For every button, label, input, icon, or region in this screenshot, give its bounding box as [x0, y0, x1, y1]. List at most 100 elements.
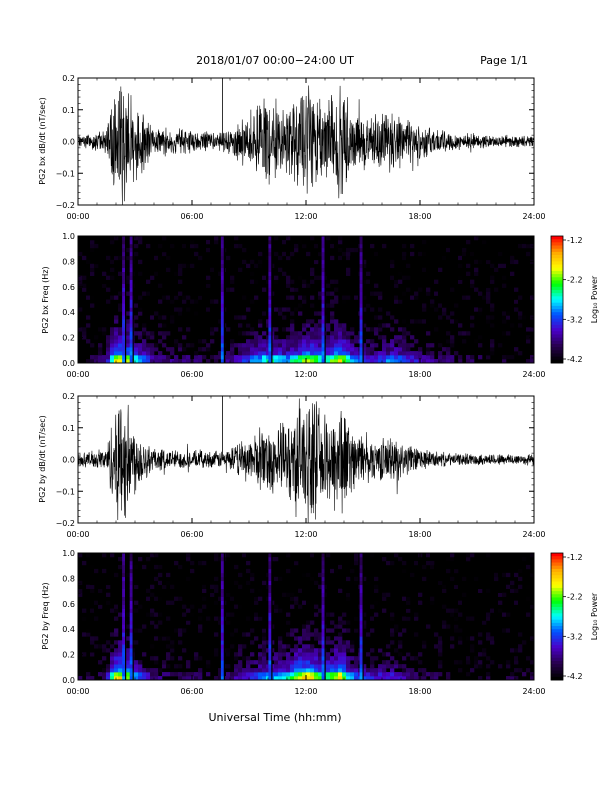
impulse-column	[321, 279, 325, 284]
spectrogram-cell	[486, 553, 491, 558]
spectrogram-cell	[394, 553, 399, 558]
spectrogram-cell	[90, 355, 95, 360]
spectrogram-cell	[330, 335, 335, 340]
spectrogram-cell	[154, 668, 159, 673]
spectrogram-cell	[510, 355, 515, 360]
spectrogram-cell	[506, 347, 511, 352]
spectrogram-cell	[330, 343, 335, 348]
spectrogram-cell	[306, 620, 311, 625]
spectrogram-cell	[282, 339, 287, 344]
spectrogram-cell	[398, 652, 403, 657]
spectrogram-cell	[278, 351, 283, 356]
impulse-column	[268, 600, 272, 605]
spectrogram-cell	[158, 355, 163, 360]
spectrogram-cell	[166, 616, 171, 621]
spectrogram-cell	[442, 307, 447, 312]
spectrogram-cell	[246, 568, 251, 574]
spectrogram-cell	[370, 343, 375, 348]
spectrogram-cell	[170, 553, 175, 558]
spectrogram-cell	[170, 648, 175, 653]
spectrogram-cell	[386, 347, 391, 352]
spectrogram-cell	[422, 576, 427, 582]
spectrogram-cell	[438, 291, 443, 296]
colorbar-segment	[551, 236, 563, 240]
x-tick-label: 24:00	[522, 530, 545, 539]
spectrogram-cell	[490, 303, 495, 308]
spectrogram-cell	[318, 355, 323, 360]
impulse-column	[359, 604, 363, 609]
spectrogram-cell	[166, 359, 171, 364]
spectrogram-cell	[526, 668, 531, 673]
spectrogram-cell	[298, 604, 303, 609]
spectrogram-cell	[258, 359, 263, 364]
spectrogram-cell	[198, 624, 203, 629]
spectrogram-cell	[438, 660, 443, 665]
spectrogram-cell	[430, 600, 435, 605]
y-tick-label: 1.0	[62, 549, 75, 558]
spectrogram-cell	[430, 343, 435, 348]
spectrogram-cell	[514, 600, 519, 605]
spectrogram-cell	[254, 668, 259, 673]
spectrogram-cell	[246, 307, 251, 312]
spectrogram-cell	[314, 580, 319, 586]
spectrogram-cell	[214, 632, 219, 637]
spectrogram-cell	[354, 295, 359, 300]
spectrogram-cell	[290, 311, 295, 316]
impulse-column	[122, 636, 126, 641]
spectrogram-cell	[214, 239, 219, 245]
spectrogram-cell	[254, 676, 259, 681]
spectrogram-cell	[426, 267, 431, 273]
y-tick-label: 0.8	[62, 574, 75, 583]
spectrogram-cell	[394, 664, 399, 669]
spectrogram-cell	[286, 664, 291, 669]
spectrogram-cell	[334, 335, 339, 340]
spectrogram-cell	[262, 343, 267, 348]
spectrogram-cell	[138, 359, 143, 364]
spectrogram-cell	[154, 672, 159, 677]
spectrogram-cell	[334, 652, 339, 657]
spectrogram-cell	[214, 267, 219, 273]
spectrogram-cell	[342, 584, 347, 590]
spectrogram-cell	[138, 279, 143, 284]
spectrogram-cell	[414, 359, 419, 364]
impulse-column	[321, 576, 325, 582]
spectrogram-cell	[366, 676, 371, 681]
spectrogram-cell	[230, 263, 235, 269]
spectrogram-cell	[398, 580, 403, 586]
spectrogram-cell	[514, 287, 519, 292]
spectrogram-cell	[450, 359, 455, 364]
colorbar-segment	[551, 626, 563, 630]
x-tick-label: 12:00	[294, 530, 317, 539]
spectrogram-cell	[302, 624, 307, 629]
spectrogram-cell	[346, 628, 351, 633]
spectrogram-cell	[314, 553, 319, 558]
spectrogram-cell	[382, 335, 387, 340]
spectrogram-cell	[486, 323, 491, 328]
spectrogram-cell	[346, 271, 351, 276]
spectrogram-cell	[310, 319, 315, 324]
spectrogram-cell	[226, 291, 231, 296]
spectrogram-cell	[478, 343, 483, 348]
impulse-column	[268, 668, 272, 673]
spectrogram-cell	[374, 584, 379, 590]
colorbar-segment	[551, 568, 563, 573]
spectrogram-cell	[354, 668, 359, 673]
spectrogram-cell	[262, 347, 267, 352]
spectrogram-cell	[286, 612, 291, 617]
spectrogram-cell	[362, 259, 367, 265]
impulse-column	[220, 572, 224, 578]
spectrogram-cell	[170, 672, 175, 677]
impulse-column	[359, 648, 363, 653]
colorbar-label: Log₁₀ Power	[590, 275, 599, 323]
spectrogram-cell	[106, 580, 111, 586]
spectrogram-cell	[146, 676, 151, 681]
spectrogram-cell	[118, 343, 123, 348]
spectrogram-cell	[242, 359, 247, 364]
spectrogram-cell	[166, 644, 171, 649]
spectrogram-cell	[458, 331, 463, 336]
spectrogram-cell	[258, 668, 263, 673]
spectrogram-cell	[502, 612, 507, 617]
spectrogram-cell	[338, 323, 343, 328]
spectrogram-cell	[414, 319, 419, 324]
spectrogram-cell	[234, 668, 239, 673]
